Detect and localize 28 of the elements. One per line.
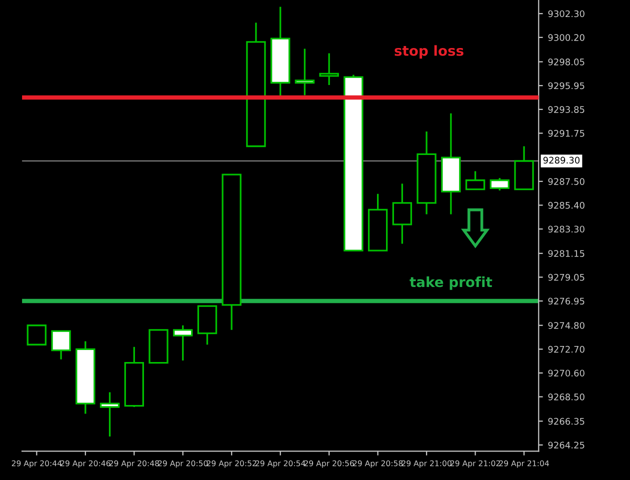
y-tick-label: 9295.95: [548, 82, 584, 90]
candlestick: [441, 112, 461, 216]
y-tick-label: 9272.70: [548, 346, 584, 353]
ref-line-label: 9289.30: [543, 156, 580, 164]
y-tick-label: 9266.35: [548, 418, 584, 425]
y-tick-label: 9279.05: [548, 274, 584, 281]
y-tick-label: 9264.25: [548, 442, 584, 449]
candlestick: [100, 391, 120, 438]
candlestick: [294, 48, 315, 96]
y-tick-label: 9287.50: [548, 178, 584, 185]
y-tick-label: 9302.30: [548, 10, 584, 18]
y-tick-label: 9268.50: [548, 394, 584, 400]
y-tick-label: 9300.20: [548, 34, 584, 41]
y-tick-label: 9276.95: [548, 298, 584, 305]
candlestick: [319, 52, 339, 86]
candlestick: [416, 130, 436, 216]
y-tick-label: 9298.05: [548, 58, 584, 66]
y-tick-label: 9285.40: [548, 202, 584, 209]
y-tick-label: 9281.15: [548, 250, 584, 257]
candlestick: [392, 182, 412, 245]
y-tick-label: 9283.30: [548, 226, 584, 233]
ref-line-label: stop loss: [394, 45, 464, 59]
y-tick-label: 9291.75: [548, 130, 584, 137]
candlestick: [270, 6, 290, 98]
ref-line-label: take profit: [410, 276, 492, 290]
y-tick-label: 9270.60: [548, 370, 584, 377]
y-tick-label: 9293.85: [548, 106, 584, 113]
y-tick-label: 9274.80: [548, 322, 584, 329]
